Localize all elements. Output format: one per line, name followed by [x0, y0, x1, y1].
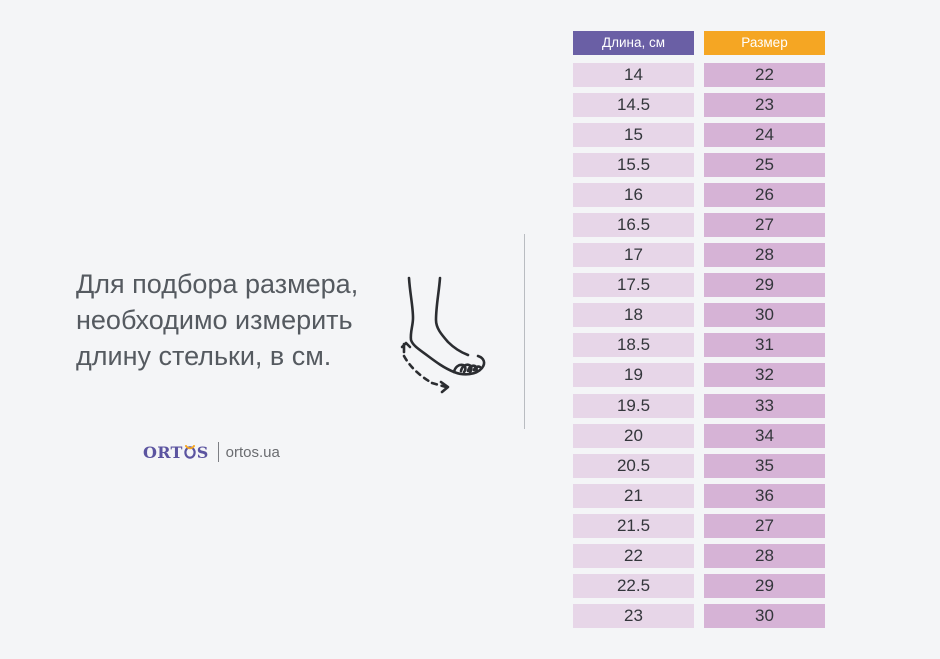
table-row: 18 30 [573, 303, 825, 328]
length-cell: 17 [573, 243, 694, 268]
size-cell: 31 [704, 333, 825, 358]
size-cell: 29 [704, 273, 825, 298]
length-cell: 21.5 [573, 513, 694, 538]
length-cell: 20 [573, 423, 694, 448]
size-cell: 33 [704, 393, 825, 418]
length-cell: 19 [573, 363, 694, 388]
table-row: 20.5 35 [573, 453, 825, 478]
size-cell: 28 [704, 543, 825, 568]
size-cell: 36 [704, 483, 825, 508]
size-column-header: Размер [704, 31, 825, 55]
size-cell: 22 [704, 63, 825, 87]
length-cell: 14 [573, 63, 694, 87]
length-cell: 16.5 [573, 213, 694, 238]
table-row: 20 34 [573, 423, 825, 448]
size-cell: 26 [704, 183, 825, 208]
size-instruction-text: Для подбора размера, необходимо измерить… [76, 266, 396, 374]
length-cell: 18.5 [573, 333, 694, 358]
table-row: 15.5 25 [573, 153, 825, 178]
table-row: 23 30 [573, 603, 825, 628]
instruction-line: Для подбора размера, [76, 269, 359, 299]
size-cell: 35 [704, 453, 825, 478]
length-cell: 21 [573, 483, 694, 508]
instruction-line: длину стельки, в см. [76, 341, 332, 371]
site-link[interactable]: ortos.ua [225, 443, 280, 461]
length-cell: 14.5 [573, 93, 694, 118]
length-cell: 19.5 [573, 393, 694, 418]
size-cell: 30 [704, 303, 825, 328]
size-cell: 29 [704, 573, 825, 598]
table-row: 21.5 27 [573, 513, 825, 538]
vertical-divider [524, 234, 525, 429]
logo-text-left: ORT [143, 442, 183, 462]
size-cell: 32 [704, 363, 825, 388]
length-cell: 15.5 [573, 153, 694, 178]
size-table: Длина, см Размер 14 22 14.5 23 15 24 15.5 25 16 2… [573, 31, 825, 634]
length-cell: 22.5 [573, 573, 694, 598]
table-row: 14 22 [573, 63, 825, 87]
brand-footer: ORT S ortos.ua [143, 441, 280, 463]
size-cell: 24 [704, 123, 825, 148]
table-header-row: Длина, см Размер [573, 31, 825, 55]
size-cell: 23 [704, 93, 825, 118]
size-cell: 27 [704, 213, 825, 238]
length-cell: 16 [573, 183, 694, 208]
ortos-logo-o-mark [184, 445, 196, 459]
instruction-line: необходимо измерить [76, 305, 353, 335]
length-cell: 17.5 [573, 273, 694, 298]
table-row: 22.5 29 [573, 573, 825, 598]
length-column-header: Длина, см [573, 31, 694, 55]
length-cell: 18 [573, 303, 694, 328]
table-row: 16.5 27 [573, 213, 825, 238]
length-cell: 15 [573, 123, 694, 148]
length-cell: 23 [573, 603, 694, 628]
ortos-logo: ORT S [143, 443, 209, 462]
length-cell: 20.5 [573, 453, 694, 478]
size-cell: 34 [704, 423, 825, 448]
foot-measure-icon [400, 276, 486, 394]
size-cell: 27 [704, 513, 825, 538]
table-row: 18.5 31 [573, 333, 825, 358]
brand-separator [217, 442, 219, 462]
size-cell: 25 [704, 153, 825, 178]
table-body: 14 22 14.5 23 15 24 15.5 25 16 26 16.5 27 17 28 17.5 29… [573, 63, 825, 628]
table-row: 19 32 [573, 363, 825, 388]
size-cell: 30 [704, 603, 825, 628]
table-row: 22 28 [573, 543, 825, 568]
table-row: 15 24 [573, 123, 825, 148]
table-row: 17 28 [573, 243, 825, 268]
table-row: 16 26 [573, 183, 825, 208]
table-row: 19.5 33 [573, 393, 825, 418]
table-row: 21 36 [573, 483, 825, 508]
table-row: 14.5 23 [573, 93, 825, 118]
logo-text-right: S [196, 442, 209, 462]
size-cell: 28 [704, 243, 825, 268]
length-cell: 22 [573, 543, 694, 568]
table-row: 17.5 29 [573, 273, 825, 298]
